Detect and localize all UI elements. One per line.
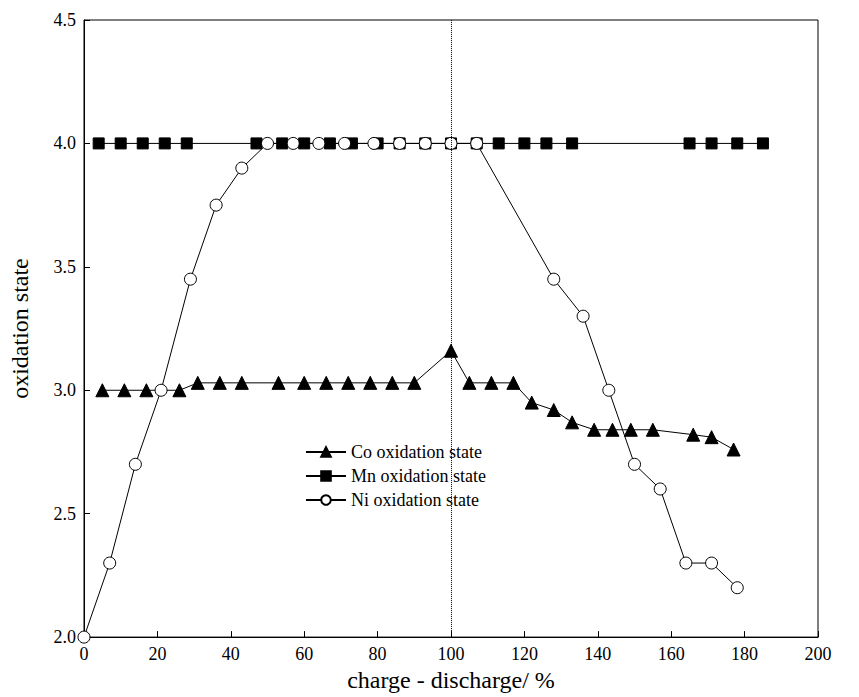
svg-text:Ni oxidation state: Ni oxidation state (351, 490, 479, 510)
svg-text:4.5: 4.5 (54, 10, 77, 30)
svg-text:3.0: 3.0 (54, 380, 77, 400)
svg-text:3.5: 3.5 (54, 257, 77, 277)
svg-text:4.0: 4.0 (54, 133, 77, 153)
svg-text:20: 20 (148, 644, 166, 664)
svg-text:180: 180 (731, 644, 758, 664)
svg-text:2.5: 2.5 (54, 504, 77, 524)
svg-text:160: 160 (658, 644, 685, 664)
svg-text:80: 80 (369, 644, 387, 664)
svg-text:0: 0 (80, 644, 89, 664)
svg-text:Co oxidation state: Co oxidation state (351, 442, 482, 462)
svg-text:oxidation state: oxidation state (7, 258, 33, 399)
svg-text:60: 60 (295, 644, 313, 664)
svg-text:200: 200 (805, 644, 832, 664)
svg-text:140: 140 (584, 644, 611, 664)
svg-text:100: 100 (438, 644, 465, 664)
svg-text:2.0: 2.0 (54, 627, 77, 647)
svg-text:Mn oxidation state: Mn oxidation state (351, 466, 486, 486)
svg-text:120: 120 (511, 644, 538, 664)
svg-text:40: 40 (222, 644, 240, 664)
svg-text:charge - discharge/ %: charge - discharge/ % (347, 667, 555, 693)
